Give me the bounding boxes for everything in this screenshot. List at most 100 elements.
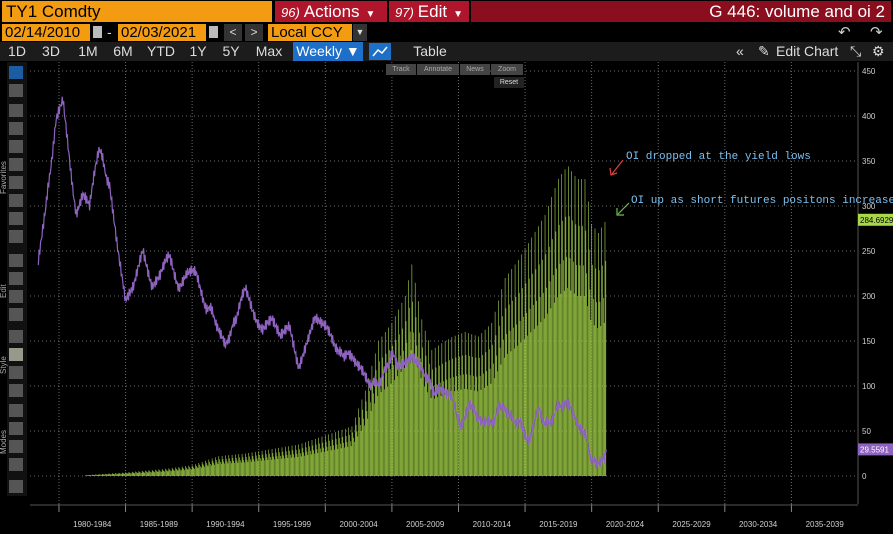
actions-menu-number: 96) [281, 5, 300, 20]
frequency-select[interactable]: Weekly ▼ [293, 42, 363, 61]
timeframe-ytd[interactable]: YTD [147, 43, 175, 59]
y-axis: 0 50 100 150 200 250 300 350 400 450 [857, 62, 876, 504]
page-title: G 446: volume and oi 2 [471, 1, 891, 22]
y-tick-label: 200 [862, 292, 876, 301]
timeframe-5y[interactable]: 5Y [222, 43, 240, 59]
percent-icon[interactable] [9, 104, 23, 117]
text-style-icon[interactable] [9, 330, 23, 343]
y-tick-label: 350 [862, 157, 876, 166]
chevron-down-icon: ▼ [453, 9, 463, 20]
y-tick-label: 150 [862, 337, 876, 346]
timeframe-1d[interactable]: 1D [8, 43, 26, 59]
move-icon[interactable] [9, 272, 23, 285]
x-tick-label: 2025-2029 [672, 520, 711, 529]
grid-mode-icon[interactable] [9, 422, 23, 435]
x-tick-label: 2000-2004 [339, 520, 378, 529]
y-tick-label: 100 [862, 382, 876, 391]
y-tick-label: 50 [862, 427, 871, 436]
price-series-line [37, 96, 607, 469]
timeframe-max[interactable]: Max [255, 43, 283, 59]
drawing-toolbar: Favorites Edit Style Modes [0, 62, 27, 496]
palette-icon[interactable] [9, 440, 23, 453]
brush-icon[interactable] [9, 176, 23, 189]
last-value-badge [858, 213, 893, 226]
plot-background [30, 62, 858, 504]
x-tick-label: 1980-1984 [73, 520, 112, 529]
undo-icon[interactable]: ↶ [838, 24, 851, 41]
x-tick-label: 2035-2039 [806, 520, 845, 529]
annotation-arrow-red [611, 159, 624, 175]
color-swatch-icon[interactable] [9, 348, 23, 361]
line-style-icon[interactable] [9, 366, 23, 379]
timeframe-1y[interactable]: 1Y [189, 43, 207, 59]
ruler-icon[interactable] [9, 404, 23, 417]
ticker-field[interactable]: TY1 Comdty [2, 1, 272, 22]
line-tool-icon[interactable] [9, 194, 23, 207]
r-tool-icon[interactable] [9, 158, 23, 171]
zoom-button[interactable]: Zoom [491, 64, 523, 75]
reset-button[interactable]: Reset [494, 77, 524, 88]
pointer-edit-icon[interactable] [9, 290, 23, 303]
x-tick-label: 2010-2014 [473, 520, 512, 529]
currency-select[interactable]: Local CCY [268, 24, 352, 41]
actions-menu-label: Actions [303, 2, 360, 21]
edit-menu-number: 97) [395, 5, 414, 20]
annotate-button[interactable]: Annotate [417, 64, 459, 75]
horizontal-line-icon[interactable] [9, 212, 23, 225]
candle-icon[interactable] [9, 140, 23, 153]
y-tick-label: 300 [862, 202, 876, 211]
last-value-label: 284.6929 [860, 216, 893, 225]
annotation-oi-up: OI up as short futures positons increase [631, 195, 893, 207]
dollar-icon[interactable] [9, 122, 23, 135]
date-separator: - [107, 24, 112, 40]
x-axis: 1980-1984 1985-1989 1990-1994 1995-1999 2000… [30, 504, 858, 529]
calendar-icon[interactable] [93, 26, 102, 38]
timeframe-1m[interactable]: 1M [78, 43, 98, 59]
edit-menu-label: Edit [417, 2, 448, 21]
timeframe-3d[interactable]: 3D [42, 43, 60, 59]
arrow-head-icon [609, 167, 618, 176]
pencil-icon[interactable]: ✎ [758, 43, 770, 59]
settings-gear-icon[interactable] [9, 480, 23, 493]
x-tick-label: 1995-1999 [273, 520, 312, 529]
table-button[interactable]: Table [413, 43, 447, 59]
start-date-field[interactable]: 02/14/2010 [2, 24, 90, 41]
previous-period-button[interactable]: < [224, 24, 242, 41]
timeframe-6m[interactable]: 6M [113, 43, 133, 59]
gear-icon[interactable]: ⚙ [872, 43, 885, 59]
news-button[interactable]: News [460, 64, 490, 75]
track-button[interactable]: Track [386, 64, 416, 75]
x-tick-label: 2015-2019 [539, 520, 578, 529]
edit-chart-button[interactable]: Edit Chart [776, 43, 839, 59]
edit-pen-icon[interactable] [9, 254, 23, 267]
end-date-field[interactable]: 02/03/2021 [118, 24, 206, 41]
line-chart-icon[interactable] [369, 43, 391, 60]
y-tick-label: 400 [862, 112, 876, 121]
annotation-arrow-green [617, 202, 630, 215]
actions-menu[interactable]: 96) Actions ▼ [275, 1, 387, 22]
x-tick-label: 1985-1989 [140, 520, 179, 529]
channel-icon[interactable] [9, 230, 23, 243]
crosshair-icon[interactable] [9, 84, 23, 97]
zoom-out-icon[interactable]: ⤡ [850, 43, 862, 59]
next-period-button[interactable]: > [245, 24, 263, 41]
edit-menu[interactable]: 97) Edit ▼ [389, 1, 469, 22]
date-range-bar: 02/14/2010 - 02/03/2021 < > Local CCY ▼ … [0, 23, 893, 41]
annotation-oi-dropped: OI dropped at the yield lows [626, 151, 811, 163]
calendar-icon[interactable] [209, 26, 218, 38]
x-tick-label: 2020-2024 [606, 520, 645, 529]
header-bar: TY1 Comdty 96) Actions ▼ 97) Edit ▼ G 446: v… [0, 0, 893, 23]
x-tick-label: 2030-2034 [739, 520, 778, 529]
trash-icon[interactable] [9, 308, 23, 321]
collapse-icon[interactable]: « [736, 43, 744, 59]
chevron-down-icon[interactable]: ▼ [353, 24, 367, 41]
multicolor-icon[interactable] [9, 458, 23, 471]
last-value-labels: 284.6929 29.5591 [858, 213, 893, 456]
pointer-icon[interactable] [9, 66, 23, 79]
y-tick-label: 250 [862, 247, 876, 256]
redo-icon[interactable]: ↷ [870, 24, 883, 41]
x-tick-label: 1990-1994 [206, 520, 245, 529]
arrow-head-icon [616, 208, 624, 216]
line-weight-icon[interactable] [9, 384, 23, 397]
